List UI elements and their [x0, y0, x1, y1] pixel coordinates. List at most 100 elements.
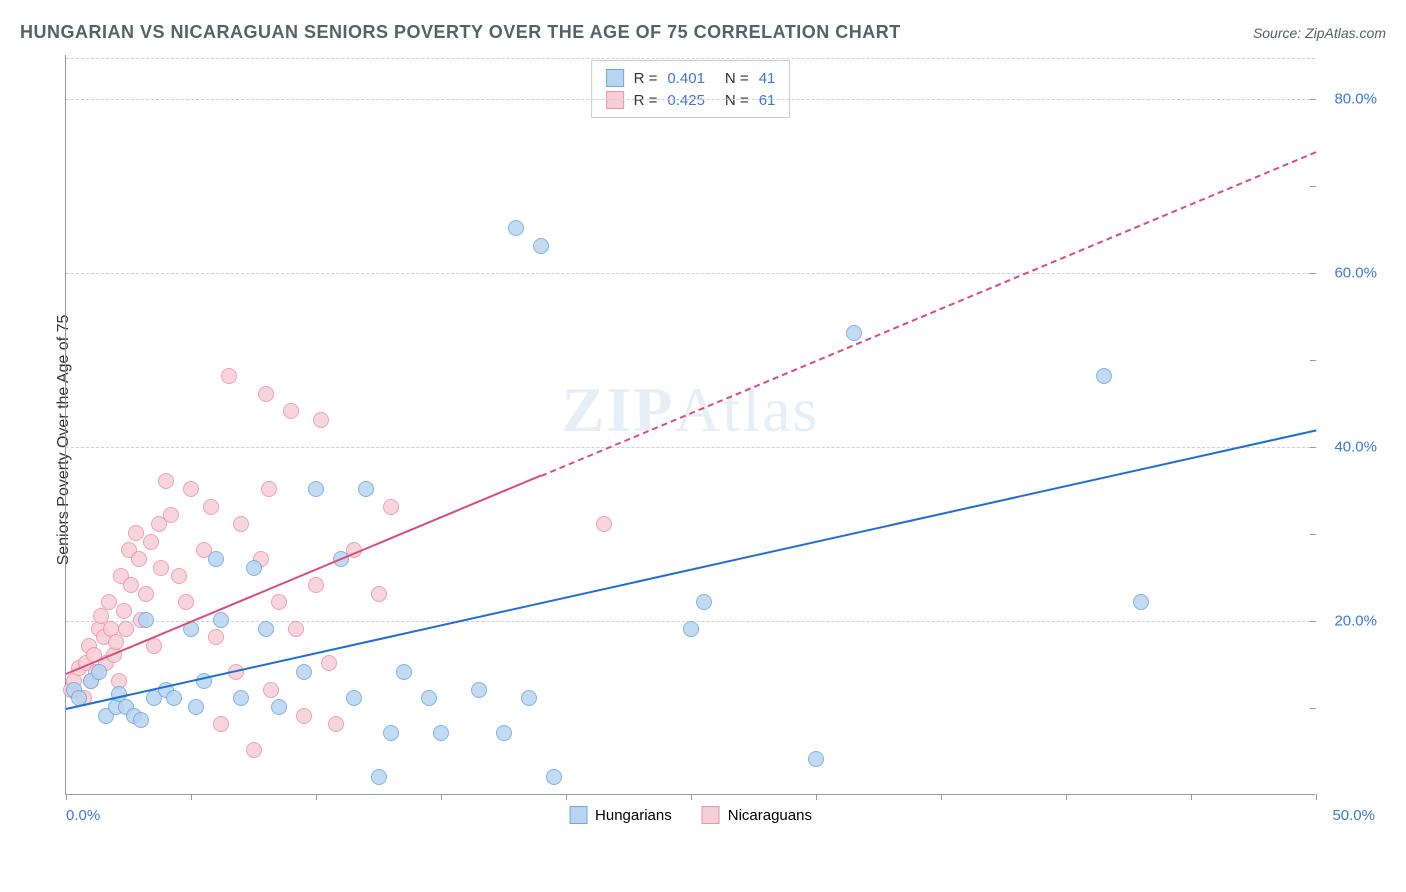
data-point [288, 621, 304, 637]
data-point [358, 481, 374, 497]
data-point [346, 690, 362, 706]
y-tick-label: 80.0% [1322, 90, 1377, 107]
data-point [321, 655, 337, 671]
data-point [131, 551, 147, 567]
legend-item-nicaraguans: Nicaraguans [702, 806, 812, 824]
data-point [246, 560, 262, 576]
data-point [208, 551, 224, 567]
x-tick [316, 794, 317, 800]
x-tick [691, 794, 692, 800]
data-point [233, 690, 249, 706]
data-point [143, 534, 159, 550]
data-point [133, 712, 149, 728]
data-point [596, 516, 612, 532]
data-point [166, 690, 182, 706]
data-point [371, 586, 387, 602]
gridline [66, 447, 1315, 448]
y-tick [1310, 99, 1316, 100]
data-point [183, 481, 199, 497]
x-axis-min-label: 0.0% [66, 807, 100, 824]
y-tick [1310, 186, 1316, 187]
data-point [116, 603, 132, 619]
data-point [308, 481, 324, 497]
data-point [1133, 594, 1149, 610]
x-tick [441, 794, 442, 800]
legend-swatch-nicaraguans [702, 806, 720, 824]
data-point [683, 621, 699, 637]
trendline [66, 475, 542, 675]
y-tick [1310, 447, 1316, 448]
x-tick [816, 794, 817, 800]
data-point [283, 403, 299, 419]
stats-legend-box: R = 0.401 N = 41 R = 0.425 N = 61 [591, 60, 791, 118]
data-point [546, 769, 562, 785]
swatch-hungarians [606, 69, 624, 87]
data-point [118, 621, 134, 637]
data-point [203, 499, 219, 515]
data-point [91, 664, 107, 680]
bottom-legend: Hungarians Nicaraguans [569, 806, 812, 824]
gridline [66, 99, 1315, 100]
x-tick [1066, 794, 1067, 800]
x-tick [66, 794, 67, 800]
data-point [383, 725, 399, 741]
swatch-nicaraguans [606, 91, 624, 109]
y-tick [1310, 360, 1316, 361]
data-point [163, 507, 179, 523]
data-point [208, 629, 224, 645]
x-tick [566, 794, 567, 800]
y-tick [1310, 534, 1316, 535]
plot-region: ZIPAtlas R = 0.401 N = 41 R = 0.425 N = … [65, 55, 1315, 795]
data-point [271, 699, 287, 715]
legend-swatch-hungarians [569, 806, 587, 824]
y-tick [1310, 621, 1316, 622]
data-point [383, 499, 399, 515]
y-tick-label: 60.0% [1322, 264, 1377, 281]
data-point [508, 220, 524, 236]
x-axis-max-label: 50.0% [1332, 807, 1375, 824]
data-point [123, 577, 139, 593]
data-point [178, 594, 194, 610]
data-point [521, 690, 537, 706]
x-tick [1191, 794, 1192, 800]
x-tick [191, 794, 192, 800]
y-tick-label: 20.0% [1322, 612, 1377, 629]
data-point [138, 612, 154, 628]
data-point [271, 594, 287, 610]
data-point [308, 577, 324, 593]
data-point [171, 568, 187, 584]
data-point [371, 769, 387, 785]
chart-area: Seniors Poverty Over the Age of 75 ZIPAt… [50, 55, 1330, 825]
stats-row-hungarians: R = 0.401 N = 41 [606, 67, 776, 89]
gridline [66, 273, 1315, 274]
data-point [696, 594, 712, 610]
data-point [158, 473, 174, 489]
y-tick [1310, 273, 1316, 274]
data-point [101, 594, 117, 610]
y-tick-label: 40.0% [1322, 438, 1377, 455]
chart-title: HUNGARIAN VS NICARAGUAN SENIORS POVERTY … [20, 22, 901, 43]
data-point [258, 386, 274, 402]
data-point [533, 238, 549, 254]
data-point [263, 682, 279, 698]
data-point [396, 664, 412, 680]
data-point [233, 516, 249, 532]
data-point [128, 525, 144, 541]
data-point [258, 621, 274, 637]
data-point [1096, 368, 1112, 384]
data-point [261, 481, 277, 497]
data-point [153, 560, 169, 576]
data-point [421, 690, 437, 706]
stats-row-nicaraguans: R = 0.425 N = 61 [606, 89, 776, 111]
data-point [313, 412, 329, 428]
data-point [221, 368, 237, 384]
data-point [138, 586, 154, 602]
x-tick [941, 794, 942, 800]
data-point [108, 634, 124, 650]
data-point [246, 742, 262, 758]
data-point [296, 664, 312, 680]
data-point [213, 612, 229, 628]
source-attribution: Source: ZipAtlas.com [1253, 25, 1386, 41]
x-tick [1316, 794, 1317, 800]
data-point [471, 682, 487, 698]
